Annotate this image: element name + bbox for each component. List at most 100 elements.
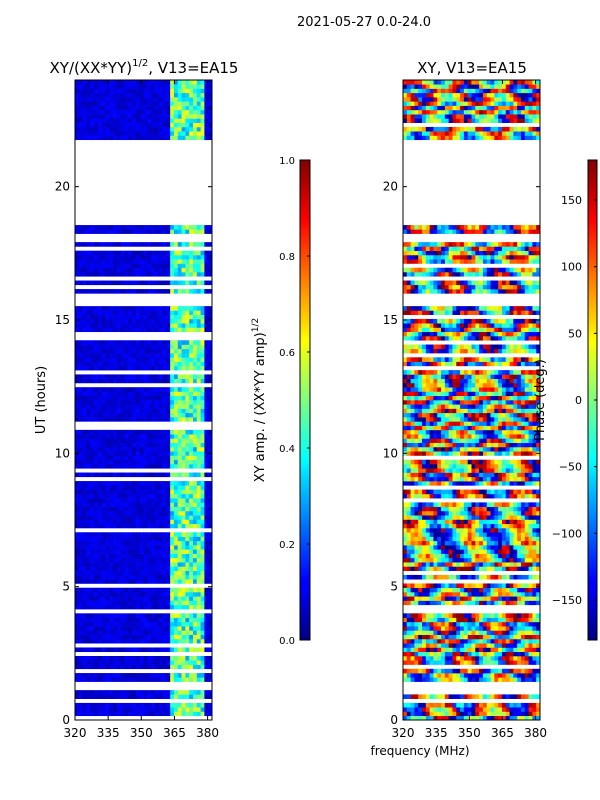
heatmap-cell (75, 327, 80, 333)
heatmap-cell (139, 506, 144, 512)
heatmap-cell (135, 600, 141, 606)
heatmap-cell (78, 515, 84, 520)
heatmap-cell (151, 318, 156, 324)
heatmap-cell (208, 348, 212, 354)
heatmap-cell (456, 647, 461, 653)
heatmap-cell (101, 122, 106, 128)
heatmap-cell (173, 707, 179, 712)
heatmap-cell (105, 446, 110, 452)
heatmap-cell (120, 519, 125, 525)
heatmap-cell (97, 506, 103, 512)
heatmap-cell (189, 97, 194, 102)
heatmap-cell (128, 254, 133, 260)
heatmap-cell (109, 408, 114, 414)
heatmap-cell (196, 391, 201, 397)
heatmap-cell (162, 545, 167, 550)
heatmap-cell (105, 289, 110, 294)
heatmap-cell (151, 498, 156, 503)
heatmap-cell (86, 84, 91, 89)
heatmap-cell (173, 378, 179, 384)
heatmap-cell (494, 549, 499, 554)
heatmap-cell (200, 489, 205, 495)
heatmap-cell (196, 289, 201, 294)
heatmap-cell (151, 707, 156, 712)
heatmap-cell (460, 707, 465, 712)
heatmap-cell (170, 557, 175, 563)
heatmap-cell (120, 118, 125, 123)
heatmap-cell (208, 122, 212, 128)
heatmap-cell (101, 318, 106, 324)
heatmap-cell (441, 574, 446, 580)
heatmap-cell (494, 707, 499, 712)
heatmap-cell (143, 638, 148, 644)
heatmap-cell (162, 344, 167, 350)
heatmap-cell (479, 613, 484, 618)
heatmap-cell (128, 464, 133, 469)
heatmap-cell (132, 250, 137, 256)
heatmap-cell (158, 126, 163, 132)
heatmap-cell (151, 519, 156, 525)
heatmap-cell (204, 579, 209, 584)
heatmap-cell (192, 485, 198, 490)
heatmap-cell (143, 310, 148, 315)
heatmap-cell (113, 353, 118, 358)
heatmap-cell (185, 105, 190, 111)
heatmap-cell (196, 451, 201, 456)
heatmap-cell (162, 660, 167, 665)
heatmap-cell (456, 621, 461, 627)
amplitude-panel: XY/(XX*YY)1/2, V13=EA15 320 335 350 365 3800… (34, 58, 238, 740)
heatmap-cell (105, 515, 110, 520)
heatmap-cell (124, 694, 129, 699)
heatmap-cell (192, 493, 198, 499)
heatmap-cell (425, 549, 431, 554)
heatmap-cell (113, 318, 118, 324)
heatmap-cell (196, 400, 201, 405)
heatmap-cell (486, 668, 491, 674)
heatmap-cell (147, 647, 152, 653)
heatmap-cell (437, 545, 442, 550)
heatmap-cell (490, 702, 495, 708)
heatmap-cell (82, 101, 87, 106)
heatmap-cell (429, 553, 434, 559)
heatmap-cell (166, 592, 171, 597)
heatmap-cell (147, 357, 152, 362)
heatmap-cell (128, 647, 133, 653)
heatmap-cell (192, 446, 198, 452)
heatmap-cell (170, 122, 175, 128)
heatmap-cell (132, 579, 137, 584)
heatmap-cell (189, 126, 194, 132)
heatmap-cell (192, 97, 198, 102)
heatmap-cell (124, 378, 129, 384)
heatmap-cell (135, 562, 141, 567)
heatmap-cell (189, 387, 194, 392)
heatmap-cell (494, 647, 499, 653)
heatmap-cell (147, 587, 152, 593)
heatmap-cell (113, 472, 118, 478)
heatmap-cell (189, 361, 194, 367)
heatmap-cell (124, 131, 129, 136)
heatmap-cell (173, 314, 179, 320)
heatmap-cell (154, 570, 160, 576)
heatmap-cell (109, 711, 114, 717)
heatmap-cell (94, 97, 99, 102)
heatmap-cell (139, 498, 144, 503)
heatmap-cell (441, 557, 446, 563)
heatmap-cell (166, 395, 171, 401)
heatmap-cell (414, 634, 419, 640)
heatmap-cell (120, 464, 125, 469)
heatmap-cell (116, 493, 122, 499)
heatmap-cell (154, 493, 160, 499)
heatmap-cell (200, 677, 205, 682)
heatmap-cell (414, 617, 419, 623)
heatmap-cell (479, 647, 484, 653)
heatmap-cell (139, 327, 144, 333)
heatmap-cell (196, 502, 201, 507)
heatmap-cell (482, 630, 488, 635)
heatmap-cell (147, 459, 152, 465)
heatmap-cell (75, 101, 80, 106)
heatmap-cell (173, 429, 179, 435)
heatmap-cell (460, 702, 465, 708)
heatmap-cell (94, 621, 99, 627)
heatmap-cell (116, 656, 122, 661)
heatmap-cell (143, 673, 148, 678)
